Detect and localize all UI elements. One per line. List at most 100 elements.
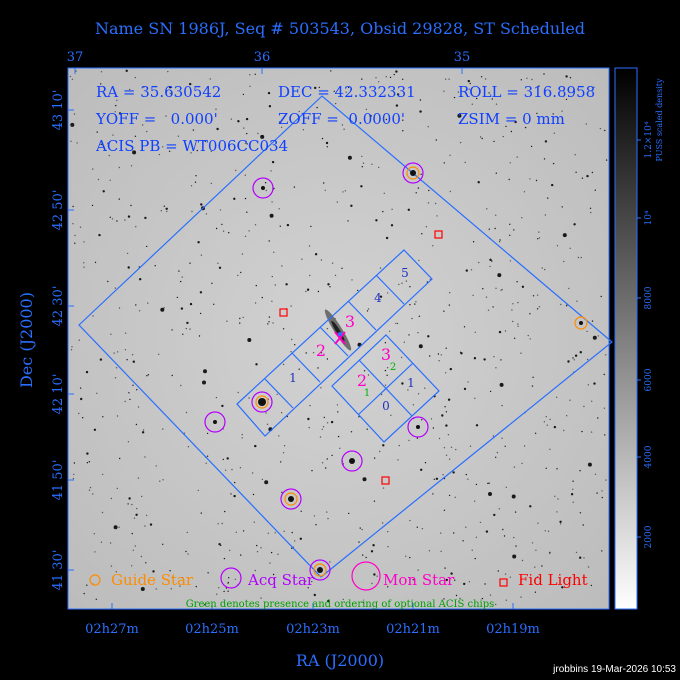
background-star: [321, 137, 324, 140]
background-star: [443, 162, 445, 164]
background-star: [347, 220, 349, 222]
background-star: [402, 78, 404, 81]
frame-ticks: [68, 68, 514, 609]
background-star: [455, 448, 457, 451]
background-star: [579, 512, 582, 514]
background-star: [266, 423, 269, 425]
guide-star-circle: [284, 492, 298, 506]
background-star: [385, 236, 389, 240]
background-star: [221, 522, 223, 525]
background-star: [86, 452, 89, 455]
background-star: [465, 526, 467, 528]
background-star: [443, 90, 445, 92]
background-star: [78, 339, 81, 341]
background-star: [590, 431, 593, 433]
background-star: [556, 511, 558, 513]
background-star: [168, 150, 171, 152]
background-star: [94, 551, 96, 553]
legend-note: Green denotes presence and ordering of o…: [186, 599, 495, 610]
background-star: [315, 524, 317, 526]
background-star: [470, 269, 473, 271]
background-star: [360, 185, 363, 188]
background-star: [125, 69, 128, 73]
chip-divider: [357, 362, 414, 416]
background-star: [523, 445, 526, 447]
background-star: [82, 417, 84, 419]
background-star: [582, 524, 584, 526]
background-star: [511, 494, 516, 499]
background-star: [491, 98, 493, 100]
background-star: [85, 370, 89, 374]
background-star: [197, 489, 199, 492]
background-star: [371, 582, 373, 585]
background-star: [496, 451, 499, 454]
background-stars: [69, 69, 608, 606]
background-star: [92, 168, 94, 170]
background-star: [441, 414, 444, 417]
background-star: [180, 307, 184, 310]
background-star: [398, 444, 400, 447]
acq-star-circle: [251, 391, 273, 413]
background-star: [190, 185, 193, 187]
top-tick-36: 36: [254, 50, 271, 65]
background-star: [294, 344, 296, 346]
background-star: [488, 92, 490, 94]
background-star: [71, 346, 73, 348]
background-star: [421, 528, 424, 530]
background-star: [473, 357, 477, 360]
background-star: [76, 142, 78, 144]
background-star: [575, 551, 578, 554]
background-star: [375, 77, 377, 79]
background-star: [389, 330, 391, 332]
background-star: [246, 132, 248, 135]
background-star: [324, 189, 326, 191]
background-star: [112, 134, 114, 136]
background-star: [390, 414, 392, 416]
background-star: [270, 551, 273, 554]
background-star: [244, 142, 247, 144]
background-star: [329, 286, 331, 288]
background-star: [88, 489, 91, 491]
background-star: [235, 531, 237, 533]
background-star: [83, 592, 85, 595]
background-star: [261, 478, 264, 481]
background-star: [169, 92, 171, 95]
background-star: [147, 374, 150, 376]
background-star: [521, 285, 525, 288]
background-star: [484, 583, 486, 585]
background-star: [216, 127, 219, 131]
acq-star-circle: [402, 162, 424, 184]
background-star: [505, 486, 507, 488]
background-star: [509, 260, 512, 262]
background-star: [109, 216, 112, 218]
background-star: [226, 320, 228, 322]
background-star: [306, 288, 310, 291]
background-star: [268, 105, 272, 108]
background-star: [261, 296, 263, 299]
background-star: [72, 205, 74, 208]
background-star: [498, 241, 501, 243]
background-star: [409, 286, 411, 288]
background-star: [246, 211, 248, 213]
background-star: [277, 553, 279, 555]
background-star: [526, 77, 528, 80]
background-star: [227, 590, 229, 592]
background-star: [160, 307, 165, 312]
background-star: [580, 256, 582, 259]
background-star: [116, 487, 119, 490]
background-star: [581, 177, 584, 179]
background-star: [251, 472, 254, 474]
background-star: [325, 141, 329, 145]
bright-star: [261, 186, 265, 190]
background-star: [547, 197, 549, 199]
background-star: [213, 303, 215, 305]
aimpoint-dot: [338, 332, 342, 336]
acq-star-circle: [280, 488, 302, 510]
background-star: [358, 416, 360, 418]
background-star: [387, 546, 389, 548]
background-star: [347, 86, 350, 89]
background-star: [459, 597, 461, 600]
background-star: [116, 351, 119, 353]
background-star: [207, 572, 209, 574]
y-tick-label: 42 50': [51, 190, 66, 231]
